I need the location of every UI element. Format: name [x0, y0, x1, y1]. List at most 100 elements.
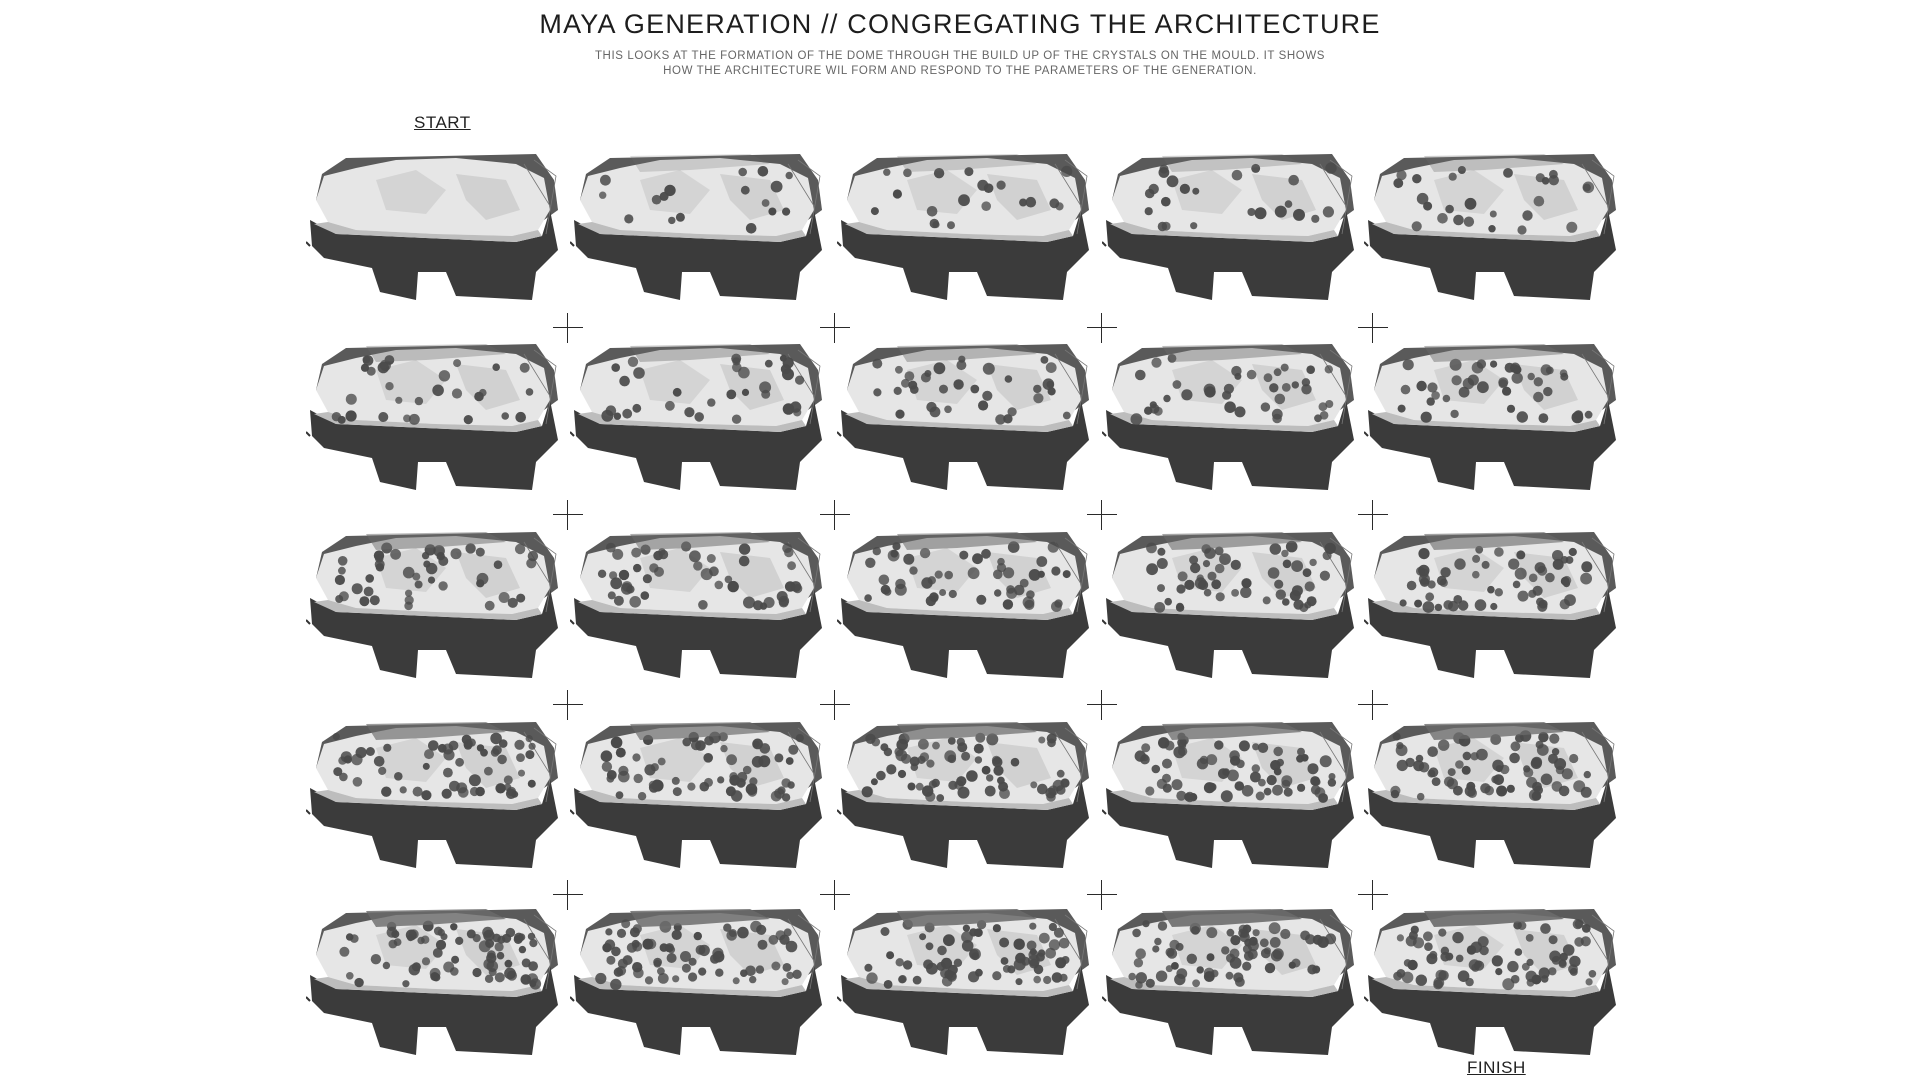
crystal-mark — [1396, 934, 1404, 942]
finish-label[interactable]: FINISH — [1467, 1058, 1526, 1077]
crystal-mark — [864, 963, 873, 972]
crystal-mark — [1318, 793, 1328, 803]
generation-frame[interactable] — [306, 150, 558, 302]
generation-frame[interactable] — [1364, 905, 1616, 1057]
crystal-mark — [1435, 969, 1447, 981]
crystal-mark — [451, 388, 463, 399]
crystal-mark — [939, 384, 948, 394]
crystal-mark — [390, 548, 401, 560]
crystal-mark — [974, 756, 983, 764]
generation-frame[interactable] — [837, 718, 1089, 870]
crystal-mark — [632, 753, 641, 762]
crystal-mark — [1458, 386, 1470, 398]
crystal-mark — [774, 753, 784, 763]
crystal-mark — [870, 778, 878, 786]
generation-frame[interactable] — [570, 718, 822, 870]
generation-frame[interactable] — [570, 340, 822, 492]
crystal-mark — [408, 413, 420, 425]
crystal-mark — [1549, 733, 1560, 744]
generation-frame[interactable] — [1364, 150, 1616, 302]
generation-frame[interactable] — [306, 718, 558, 870]
crystal-mark — [619, 375, 630, 387]
crystal-mark — [616, 965, 627, 976]
generation-frame[interactable] — [837, 340, 1089, 492]
crystal-mark — [1206, 927, 1218, 939]
crystal-mark — [1543, 386, 1553, 397]
crystal-mark — [961, 751, 971, 761]
generation-frame[interactable] — [1102, 905, 1354, 1057]
crystal-mark — [1540, 975, 1549, 983]
crystal-mark — [1177, 571, 1188, 582]
generation-frame[interactable] — [570, 528, 822, 680]
crystal-mark — [1325, 400, 1334, 408]
crystal-mark — [1285, 540, 1298, 553]
crystal-mark — [1574, 937, 1584, 947]
crystal-mark — [1583, 770, 1591, 779]
crystal-mark — [1474, 960, 1485, 971]
generation-frame[interactable] — [306, 905, 558, 1057]
crystal-mark — [1283, 787, 1293, 797]
crystal-mark — [912, 975, 922, 985]
crystal-mark — [1538, 599, 1548, 609]
crystal-mark — [993, 569, 1003, 580]
crystal-mark — [947, 737, 956, 745]
crystal-mark — [504, 959, 513, 968]
crystal-mark — [1511, 372, 1523, 384]
crystal-mark — [866, 972, 878, 984]
crystal-mark — [399, 786, 407, 794]
crystal-mark — [1431, 777, 1441, 786]
crystal-mark — [937, 945, 947, 956]
crystal-mark — [1548, 935, 1558, 945]
crystal-mark — [1207, 571, 1217, 581]
generation-frame[interactable] — [837, 528, 1089, 680]
generation-frame[interactable] — [1364, 340, 1616, 492]
crystal-mark — [335, 595, 344, 603]
crystal-mark — [1015, 978, 1023, 986]
crystal-mark — [944, 405, 952, 414]
generation-frame[interactable] — [1102, 718, 1354, 870]
crystal-mark — [1238, 928, 1248, 938]
crystal-mark — [1248, 936, 1258, 946]
crystal-mark — [605, 405, 617, 416]
crystal-mark — [1291, 381, 1299, 389]
crystal-mark — [1157, 547, 1166, 556]
generation-frame[interactable] — [306, 528, 558, 680]
crystal-mark — [1309, 558, 1317, 567]
plus-icon — [1358, 313, 1388, 343]
crystal-mark — [1163, 394, 1171, 403]
crystal-mark — [1007, 965, 1016, 974]
crystal-mark — [1161, 196, 1171, 207]
crystal-mark — [732, 362, 742, 373]
crystal-mark — [1407, 959, 1418, 971]
crystal-mark — [785, 171, 793, 180]
generation-frame[interactable] — [306, 340, 558, 492]
crystal-mark — [953, 379, 964, 390]
generation-frame[interactable] — [1102, 340, 1354, 492]
generation-frame[interactable] — [1102, 150, 1354, 302]
generation-frame[interactable] — [837, 905, 1089, 1057]
crystal-mark — [1146, 563, 1158, 576]
crystal-mark — [1275, 589, 1286, 600]
generation-frame[interactable] — [1102, 528, 1354, 680]
crystal-mark — [763, 597, 775, 608]
crystal-mark — [1319, 755, 1332, 768]
crystal-mark — [1301, 754, 1309, 762]
crystal-mark — [1463, 216, 1475, 227]
generation-frame[interactable] — [570, 150, 822, 302]
crystal-mark — [1165, 947, 1175, 957]
crystal-mark — [1512, 580, 1521, 589]
crystal-mark — [498, 739, 508, 748]
crystal-mark — [1328, 773, 1336, 780]
crystal-mark — [518, 769, 525, 777]
generation-frame[interactable] — [837, 150, 1089, 302]
crystal-mark — [450, 967, 459, 976]
crystal-mark — [986, 733, 999, 746]
crystal-mark — [1046, 733, 1057, 744]
crystal-mark — [795, 375, 805, 385]
crystal-mark — [1490, 360, 1498, 368]
generation-frame[interactable] — [1364, 718, 1616, 870]
generation-frame[interactable] — [1364, 528, 1616, 680]
generation-frame[interactable] — [570, 905, 822, 1057]
crystal-mark — [1033, 975, 1041, 984]
start-label[interactable]: START — [414, 113, 471, 132]
